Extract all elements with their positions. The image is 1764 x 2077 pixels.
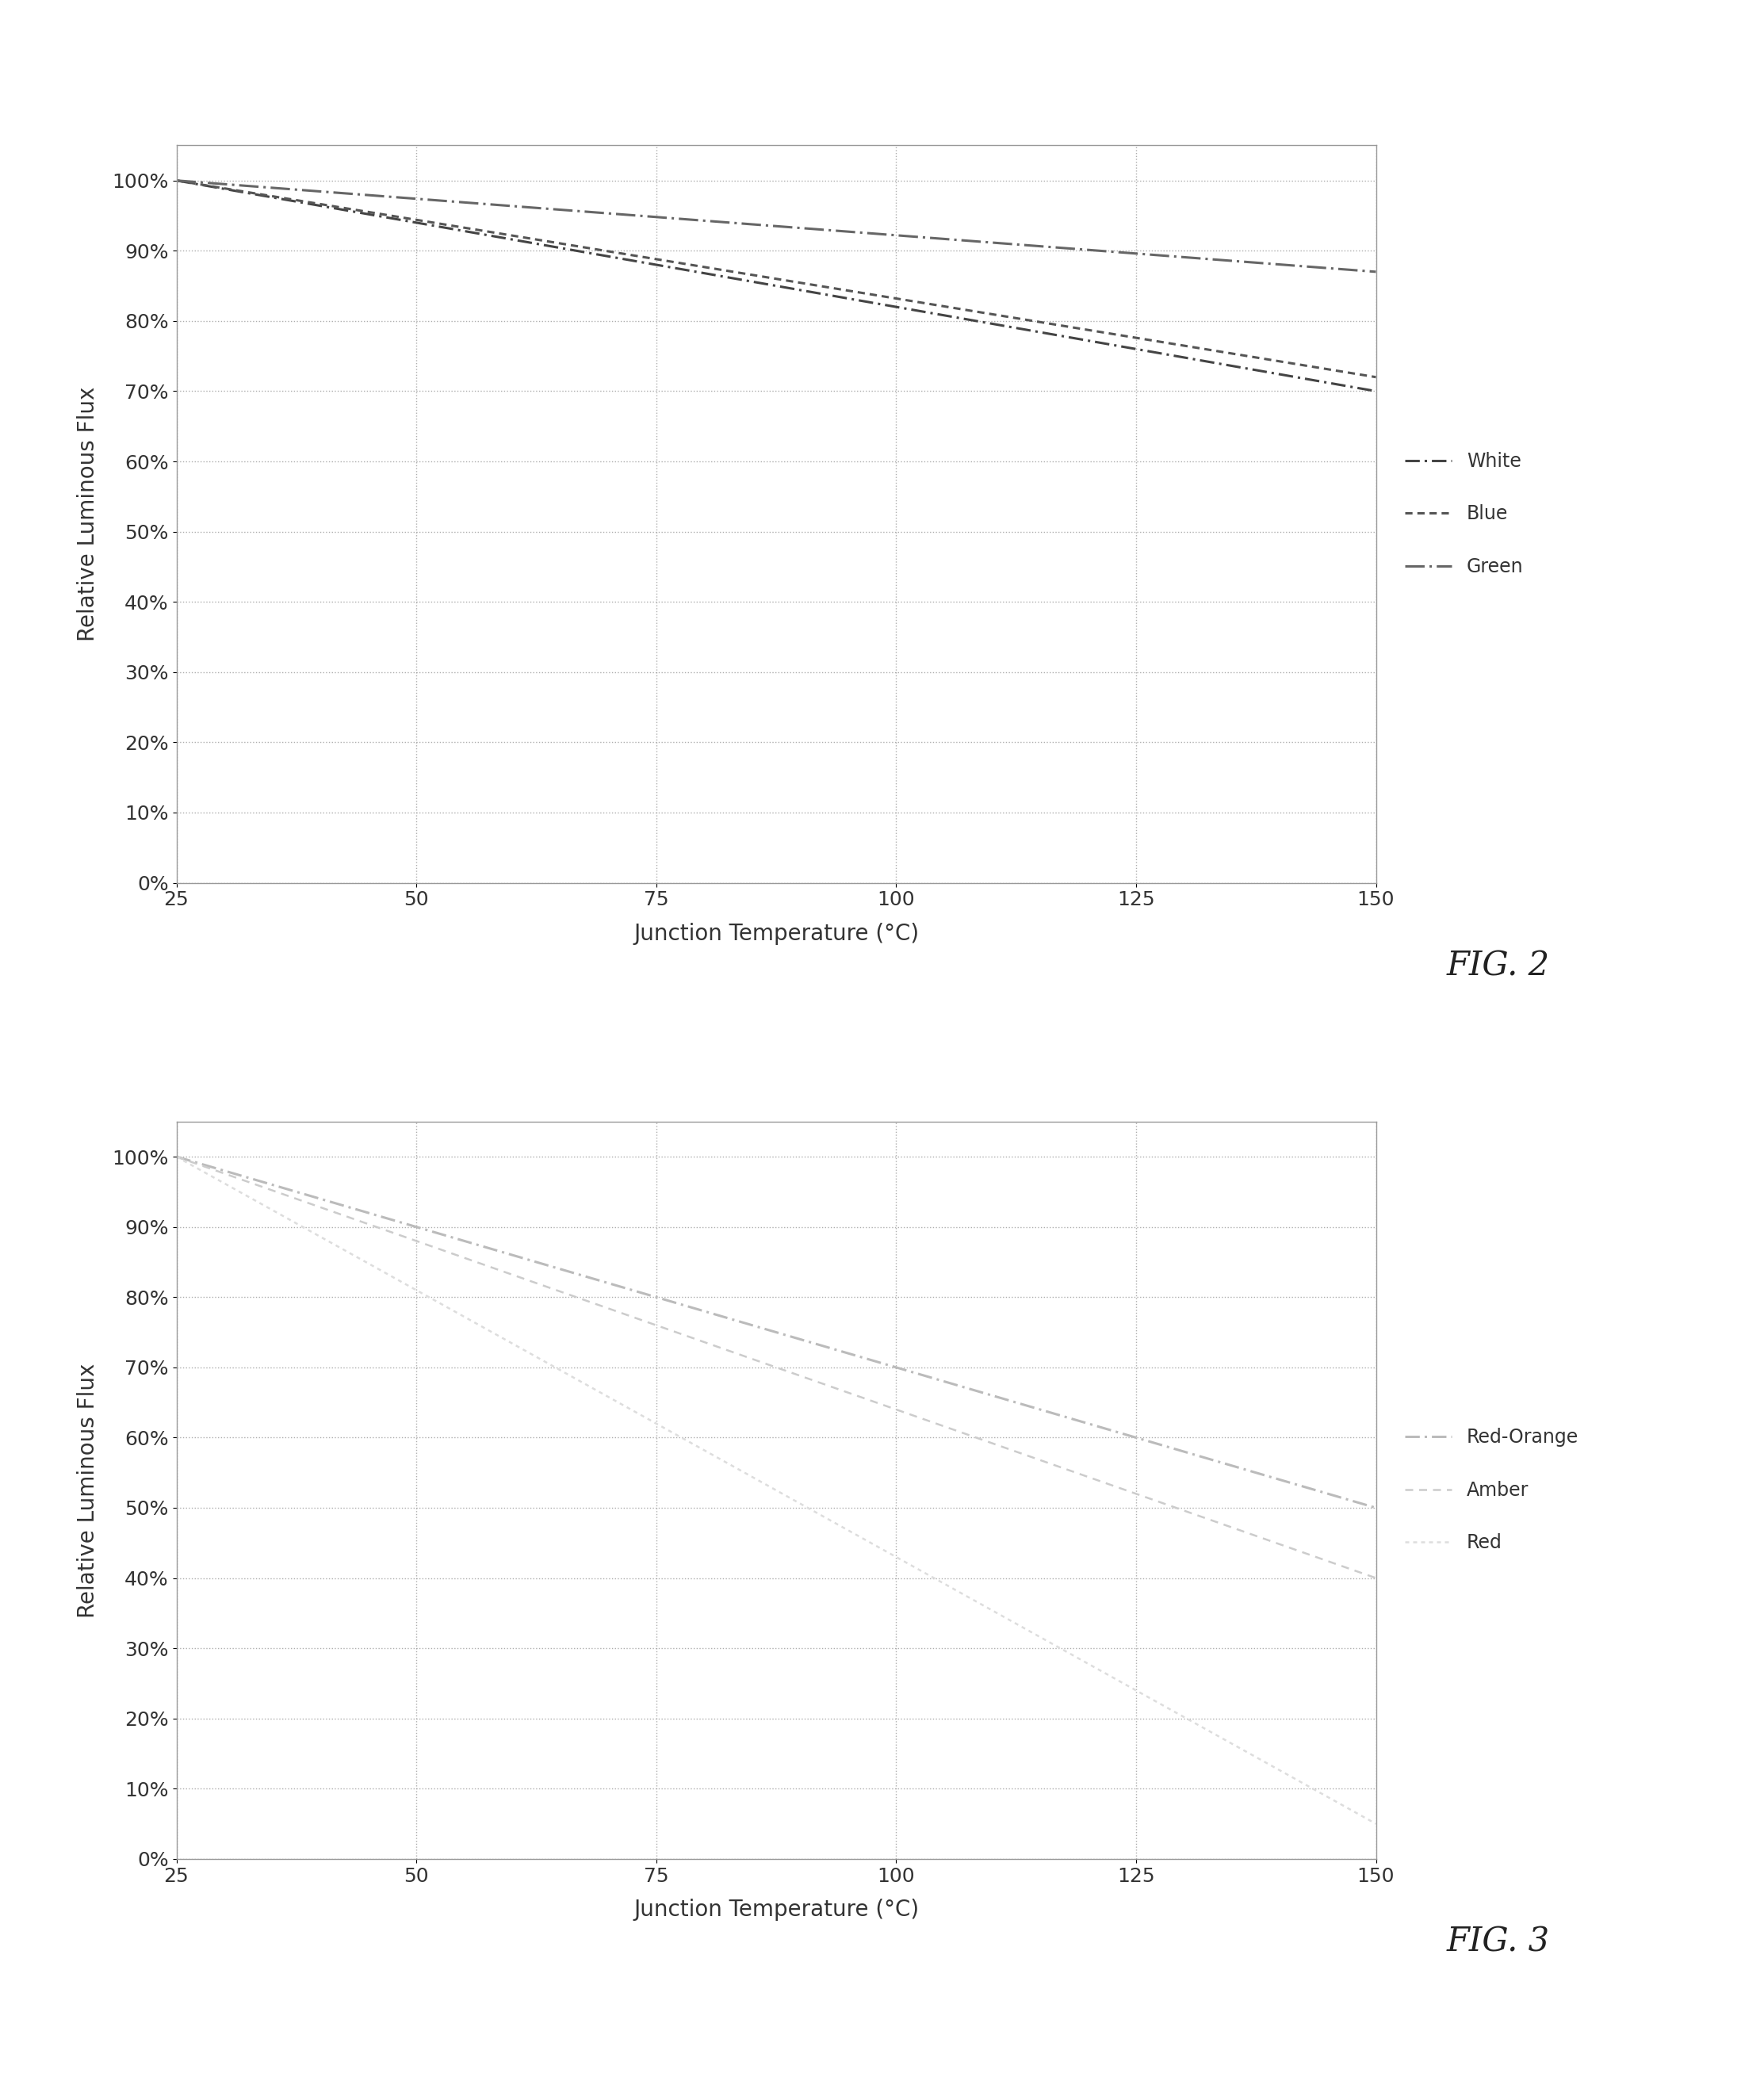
Red-Orange (166, 1144, 187, 1169)
Red-Orange (1177, 1439, 1198, 1464)
Text: FIG. 2: FIG. 2 (1446, 949, 1549, 982)
White (1252, 359, 1274, 384)
Green (1365, 260, 1387, 285)
Red (1365, 1811, 1387, 1836)
Red (877, 1539, 898, 1564)
Amber (880, 1396, 901, 1421)
Red (1177, 1707, 1198, 1732)
Red-Orange (1252, 1462, 1274, 1487)
Green (166, 168, 187, 193)
Red (166, 1144, 187, 1169)
Red-Orange (880, 1354, 901, 1379)
Red-Orange (900, 1358, 921, 1383)
Red (880, 1541, 901, 1566)
Red-Orange (877, 1352, 898, 1377)
Blue (1252, 347, 1274, 372)
Blue (900, 289, 921, 314)
Red (900, 1552, 921, 1576)
Blue (880, 285, 901, 309)
Legend: White, Blue, Green: White, Blue, Green (1397, 444, 1531, 584)
Line: Red-Orange: Red-Orange (176, 1157, 1376, 1508)
Amber (1365, 1566, 1387, 1591)
Red (169, 1147, 191, 1171)
Y-axis label: Relative Luminous Flux: Relative Luminous Flux (76, 1363, 99, 1618)
Line: White: White (176, 181, 1376, 390)
Green (1252, 251, 1274, 276)
X-axis label: Junction Temperature (°C): Junction Temperature (°C) (633, 1898, 919, 1921)
Blue (877, 285, 898, 309)
Blue (166, 168, 187, 193)
Amber (1177, 1500, 1198, 1525)
Green (169, 168, 191, 193)
Line: Blue: Blue (176, 181, 1376, 378)
White (900, 297, 921, 322)
Blue (1365, 366, 1387, 390)
Green (880, 222, 901, 247)
Blue (169, 168, 191, 193)
Amber (877, 1394, 898, 1419)
Text: FIG. 3: FIG. 3 (1446, 1925, 1549, 1959)
Green (877, 222, 898, 247)
X-axis label: Junction Temperature (°C): Junction Temperature (°C) (633, 922, 919, 945)
Legend: Red-Orange, Amber, Red: Red-Orange, Amber, Red (1397, 1421, 1586, 1560)
Y-axis label: Relative Luminous Flux: Relative Luminous Flux (76, 386, 99, 642)
White (880, 293, 901, 318)
Line: Amber: Amber (176, 1157, 1376, 1579)
White (877, 293, 898, 318)
Amber (169, 1147, 191, 1171)
Red-Orange (1365, 1495, 1387, 1520)
Line: Red: Red (176, 1157, 1376, 1824)
White (166, 168, 187, 193)
Amber (1252, 1527, 1274, 1552)
Red-Orange (169, 1144, 191, 1169)
White (1177, 345, 1198, 370)
Green (900, 224, 921, 249)
White (1365, 378, 1387, 403)
Amber (166, 1144, 187, 1169)
Amber (900, 1402, 921, 1427)
Green (1177, 245, 1198, 270)
Blue (1177, 334, 1198, 359)
Line: Green: Green (176, 181, 1376, 272)
Red (1252, 1749, 1274, 1774)
White (169, 168, 191, 193)
